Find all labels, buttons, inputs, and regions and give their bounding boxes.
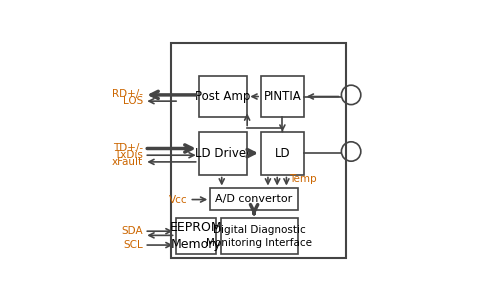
Bar <box>176 218 216 254</box>
Bar <box>199 132 247 175</box>
Bar <box>199 76 247 117</box>
Text: Vcc: Vcc <box>168 194 187 205</box>
Bar <box>221 218 298 254</box>
Text: PINTIA: PINTIA <box>264 90 301 103</box>
Text: Post Amp: Post Amp <box>195 90 251 103</box>
Text: SCL: SCL <box>123 240 143 250</box>
Text: LD: LD <box>275 147 290 160</box>
Bar <box>261 76 304 117</box>
Text: RD+/-: RD+/- <box>112 89 143 99</box>
Text: A/D convertor: A/D convertor <box>216 194 293 204</box>
Text: TD+/-: TD+/- <box>113 143 143 153</box>
Text: EEPROM
Memory: EEPROM Memory <box>169 221 222 251</box>
Text: TxDis: TxDis <box>114 150 143 160</box>
Bar <box>210 188 298 210</box>
Text: xFault: xFault <box>112 157 143 167</box>
Text: LD Driver: LD Driver <box>195 147 251 160</box>
Text: LOS: LOS <box>123 96 143 106</box>
Bar <box>171 43 347 258</box>
Text: SDA: SDA <box>121 226 143 236</box>
Text: Temp: Temp <box>289 174 316 184</box>
Bar <box>261 132 304 175</box>
Text: Digital Diagnostic
Monitoring Interface: Digital Diagnostic Monitoring Interface <box>206 225 312 248</box>
